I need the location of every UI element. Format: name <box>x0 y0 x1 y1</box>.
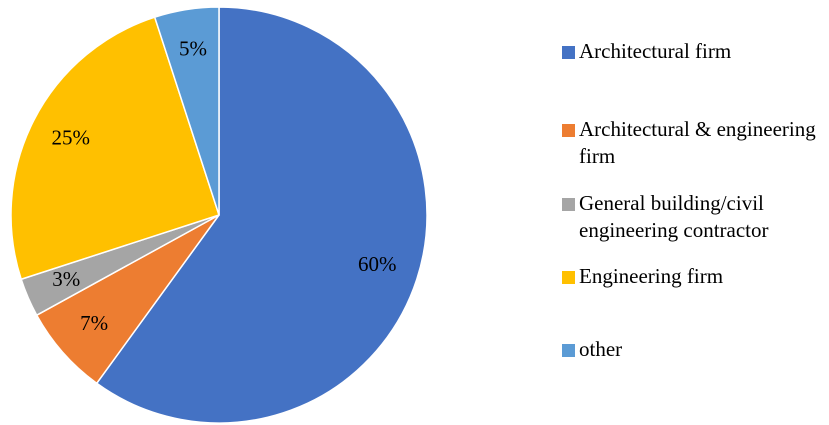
legend: Architectural firm Architectural & engine… <box>562 0 827 425</box>
legend-swatch <box>562 271 575 284</box>
data-label: 7% <box>80 311 108 335</box>
legend-label: General building/civil engineering contr… <box>579 191 769 242</box>
legend-label: Architectural firm <box>579 39 732 63</box>
legend-swatch <box>562 344 575 357</box>
legend-swatch <box>562 46 575 59</box>
pie-slice <box>10 16 220 281</box>
legend-label: other <box>579 337 623 361</box>
legend-entry: Engineering firm <box>562 263 827 290</box>
legend-entry: Architectural & engineering firm <box>562 116 827 170</box>
legend-label: Engineering firm <box>579 264 724 288</box>
data-label: 60% <box>358 252 397 276</box>
legend-entry: other <box>562 336 827 363</box>
data-label: 25% <box>51 125 90 149</box>
legend-entry: General building/civil engineering contr… <box>562 190 827 244</box>
data-label: 5% <box>179 36 207 60</box>
legend-swatch <box>562 124 575 137</box>
legend-swatch <box>562 198 575 211</box>
pie-slice <box>95 6 428 424</box>
legend-label: Architectural & engineering firm <box>579 117 816 168</box>
legend-entry: Architectural firm <box>562 38 827 65</box>
pie-slice <box>153 6 220 216</box>
data-label: 3% <box>52 267 80 291</box>
